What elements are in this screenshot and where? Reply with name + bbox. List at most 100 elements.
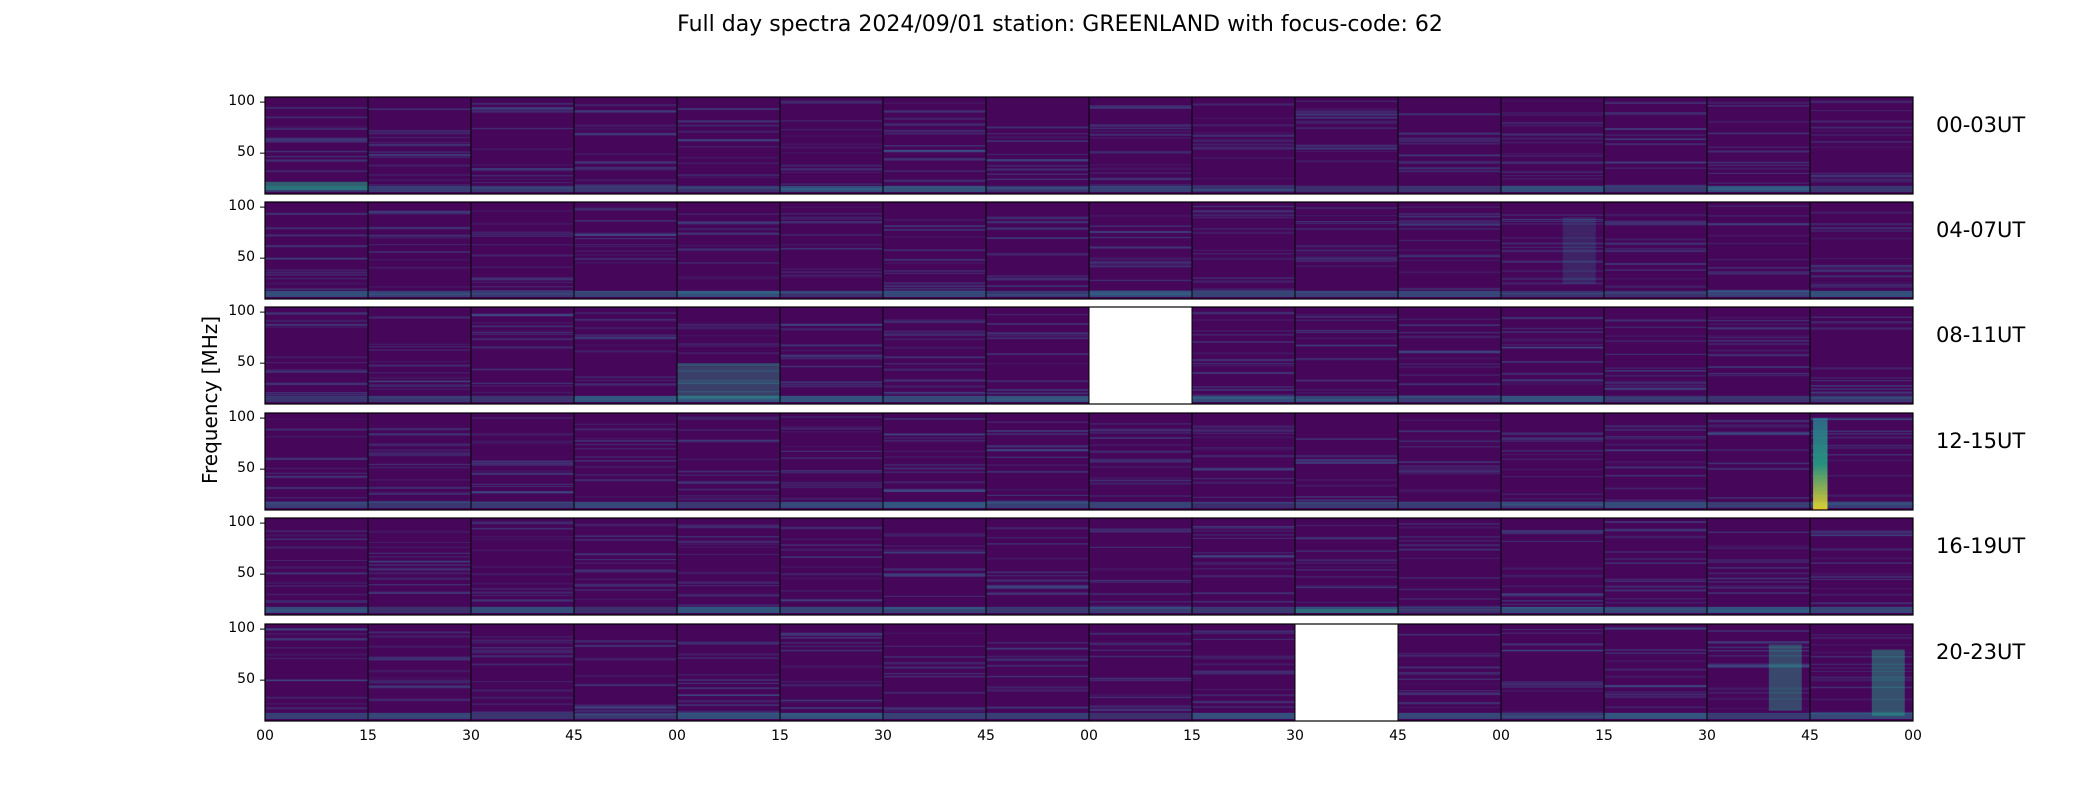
rfi-line xyxy=(574,220,677,222)
rfi-line xyxy=(1192,632,1295,634)
rfi-line xyxy=(471,573,574,576)
rfi-line xyxy=(986,647,1089,650)
rfi-line xyxy=(1398,222,1501,225)
low-band xyxy=(1707,712,1810,719)
rfi-line xyxy=(368,251,471,253)
rfi-line xyxy=(883,236,986,238)
rfi-line xyxy=(986,277,1089,279)
rfi-line xyxy=(1810,588,1913,590)
rfi-line xyxy=(677,382,780,385)
spectrum-panel xyxy=(265,97,368,194)
rfi-line xyxy=(1398,440,1501,443)
rfi-line xyxy=(1707,349,1810,352)
rfi-line xyxy=(1398,446,1501,448)
rfi-line xyxy=(574,153,677,155)
rfi-line xyxy=(1398,471,1501,473)
rfi-line xyxy=(1398,461,1501,464)
rfi-line xyxy=(1810,391,1913,394)
low-band xyxy=(1501,185,1604,192)
radio-burst xyxy=(677,363,780,399)
rfi-line xyxy=(883,535,986,537)
rfi-line xyxy=(1089,579,1192,582)
rfi-line xyxy=(986,353,1089,355)
rfi-line xyxy=(1810,573,1913,575)
rfi-line xyxy=(368,259,471,261)
spectrum-panel xyxy=(1295,413,1398,510)
rfi-line xyxy=(1398,219,1501,223)
rfi-line xyxy=(1604,580,1707,582)
rfi-line xyxy=(471,346,574,349)
spectrum-panel xyxy=(574,307,677,404)
rfi-line xyxy=(265,170,368,173)
rfi-line xyxy=(368,466,471,469)
low-band xyxy=(1295,606,1398,613)
x-tick-label: 45 xyxy=(1801,728,1819,744)
spectrum-panel xyxy=(1192,413,1295,510)
rfi-line xyxy=(368,679,471,682)
rfi-line xyxy=(1192,448,1295,451)
rfi-line xyxy=(986,433,1089,435)
rfi-line xyxy=(780,344,883,347)
rfi-line xyxy=(986,584,1089,588)
rfi-line xyxy=(677,379,780,382)
spectrum-panel xyxy=(471,307,574,404)
rfi-line xyxy=(471,338,574,341)
rfi-line xyxy=(1501,643,1604,646)
rfi-line xyxy=(1192,157,1295,159)
rfi-line xyxy=(986,658,1089,661)
rfi-line xyxy=(1089,601,1192,603)
low-band xyxy=(1398,606,1501,613)
rfi-line xyxy=(368,572,471,575)
rfi-line xyxy=(471,289,574,292)
rfi-line xyxy=(574,337,677,340)
rfi-line xyxy=(1810,140,1913,143)
rfi-line xyxy=(574,376,677,379)
rfi-line xyxy=(471,599,574,601)
rfi-line xyxy=(1089,678,1192,681)
rfi-line xyxy=(1604,706,1707,709)
rfi-line xyxy=(1192,146,1295,148)
rfi-line xyxy=(265,287,368,290)
rfi-line xyxy=(1398,351,1501,354)
rfi-line xyxy=(1192,501,1295,504)
rfi-line xyxy=(780,416,883,418)
rfi-line xyxy=(1089,265,1192,268)
rfi-line xyxy=(1295,252,1398,255)
rfi-line xyxy=(883,320,986,323)
low-band xyxy=(1810,501,1913,508)
spectrum-panel xyxy=(1810,97,1913,194)
rfi-line xyxy=(1604,161,1707,164)
spectrum-panel xyxy=(677,624,780,721)
rfi-line xyxy=(1295,559,1398,562)
rfi-line xyxy=(1089,546,1192,548)
rfi-line xyxy=(883,632,986,634)
rfi-lines xyxy=(574,640,677,716)
rfi-line xyxy=(1707,572,1810,575)
rfi-line xyxy=(471,417,574,419)
rfi-line xyxy=(1810,432,1913,435)
rfi-line xyxy=(1192,124,1295,127)
rfi-line xyxy=(574,336,677,340)
rfi-line xyxy=(265,277,368,280)
low-band xyxy=(574,185,677,192)
rfi-line xyxy=(368,658,471,661)
rfi-line xyxy=(1295,459,1398,462)
rfi-line xyxy=(471,549,574,552)
rfi-line xyxy=(574,443,677,446)
spectrum-panel xyxy=(1192,307,1295,404)
rfi-line xyxy=(1398,576,1501,579)
rfi-line xyxy=(471,440,574,443)
rfi-line xyxy=(1604,429,1707,431)
rfi-line xyxy=(368,443,471,445)
rfi-line xyxy=(780,323,883,326)
low-band xyxy=(883,501,986,508)
rfi-line xyxy=(780,354,883,357)
rfi-line xyxy=(574,456,677,458)
rfi-line xyxy=(1810,391,1913,394)
rfi-line xyxy=(1501,449,1604,452)
spectrum-panel xyxy=(1810,518,1913,615)
radio-burst xyxy=(1813,418,1828,510)
rfi-line xyxy=(1501,685,1604,688)
rfi-line xyxy=(1295,454,1398,457)
rfi-line xyxy=(780,484,883,487)
